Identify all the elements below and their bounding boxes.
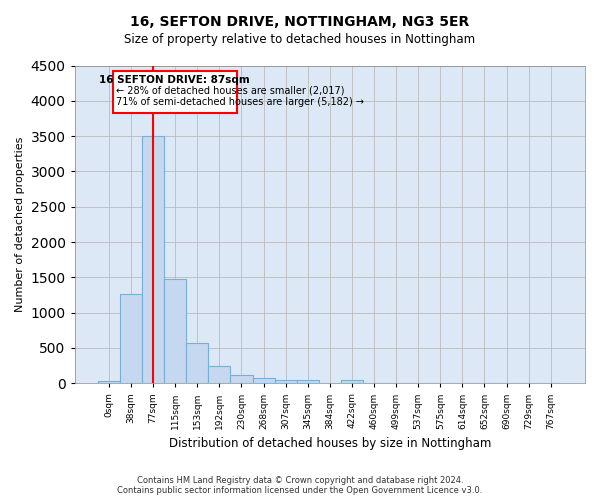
Bar — [341, 380, 363, 384]
Bar — [275, 380, 297, 384]
Text: 16, SEFTON DRIVE, NOTTINGHAM, NG3 5ER: 16, SEFTON DRIVE, NOTTINGHAM, NG3 5ER — [130, 15, 470, 29]
Text: Size of property relative to detached houses in Nottingham: Size of property relative to detached ho… — [124, 32, 476, 46]
Bar — [253, 378, 275, 384]
Bar — [297, 380, 319, 384]
Text: 71% of semi-detached houses are larger (5,182) →: 71% of semi-detached houses are larger (… — [116, 98, 364, 108]
Bar — [208, 366, 230, 384]
Text: Contains HM Land Registry data © Crown copyright and database right 2024.
Contai: Contains HM Land Registry data © Crown c… — [118, 476, 482, 495]
Bar — [186, 343, 208, 384]
Text: ← 28% of detached houses are smaller (2,017): ← 28% of detached houses are smaller (2,… — [116, 86, 345, 96]
Y-axis label: Number of detached properties: Number of detached properties — [15, 136, 25, 312]
Bar — [164, 280, 186, 384]
Bar — [120, 294, 142, 384]
Bar — [230, 376, 253, 384]
X-axis label: Distribution of detached houses by size in Nottingham: Distribution of detached houses by size … — [169, 437, 491, 450]
FancyBboxPatch shape — [113, 71, 236, 113]
Text: 16 SEFTON DRIVE: 87sqm: 16 SEFTON DRIVE: 87sqm — [100, 76, 250, 86]
Bar — [142, 136, 164, 384]
Bar — [98, 381, 120, 384]
